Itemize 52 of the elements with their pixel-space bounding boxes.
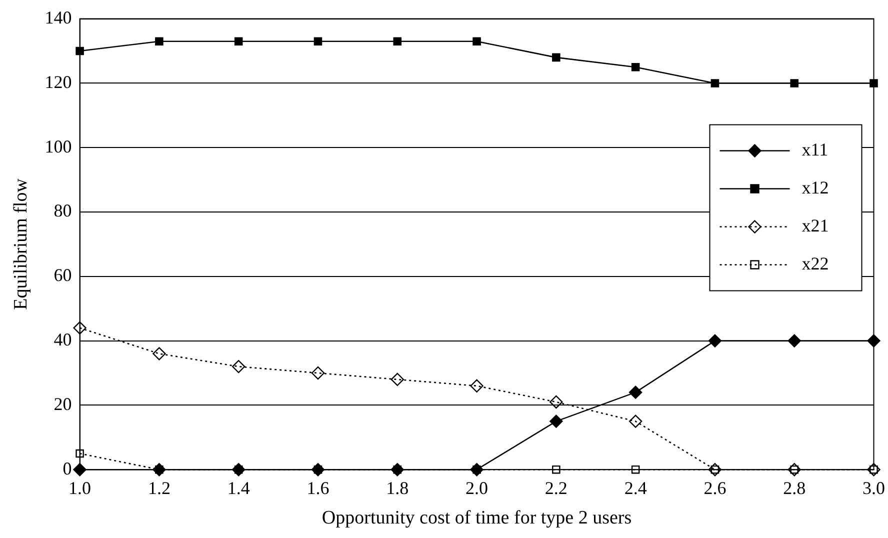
point: [152, 347, 166, 360]
point: [73, 321, 86, 335]
x-tick-label: 2.4: [624, 478, 647, 498]
x-tick-label: 1.4: [227, 478, 250, 498]
point: [710, 79, 720, 88]
y-tick-label: 0: [62, 458, 72, 478]
point: [631, 62, 640, 72]
point: [552, 53, 560, 62]
point: [870, 79, 878, 88]
y-tick-label: 80: [54, 200, 72, 221]
y-tick-label: 60: [54, 265, 72, 286]
y-axis-title: Equilibrium flow: [10, 178, 32, 310]
point: [550, 395, 563, 409]
point: [393, 37, 402, 46]
point: [552, 465, 560, 474]
legend-label: x12: [802, 177, 829, 198]
legend-label: x11: [802, 139, 828, 160]
point: [867, 463, 880, 476]
x-tick-label: 1.8: [386, 478, 409, 498]
x-tick-label: 2.8: [783, 478, 806, 498]
y-tick-label: 40: [54, 330, 72, 350]
point: [628, 386, 642, 399]
point: [155, 37, 164, 46]
point: [550, 414, 563, 428]
y-tick-label: 100: [44, 136, 72, 156]
point: [472, 37, 481, 46]
x-tick-label: 1.6: [306, 478, 330, 498]
x-tick-label: 2.0: [466, 478, 488, 498]
point: [631, 465, 640, 474]
point: [708, 334, 722, 348]
legend-label: x22: [802, 253, 829, 274]
x-axis-title: Opportunity cost of time for type 2 users: [322, 508, 632, 529]
point: [314, 37, 322, 46]
y-tick-label: 120: [44, 72, 72, 92]
point: [390, 372, 404, 386]
x-tick-label: 2.6: [704, 478, 726, 498]
point: [628, 414, 642, 428]
legend-label: x21: [802, 215, 829, 236]
x-tick-label: 1.0: [68, 478, 92, 498]
point: [76, 46, 84, 56]
x-tick-label: 1.2: [148, 478, 170, 498]
point: [76, 449, 84, 458]
x-tick-label: 3.0: [862, 478, 885, 498]
point: [788, 334, 801, 348]
point: [790, 79, 798, 88]
point: [311, 366, 325, 380]
point: [234, 37, 243, 46]
point: [470, 379, 484, 392]
y-tick-label: 20: [54, 394, 72, 414]
point: [232, 360, 246, 374]
y-tick-label: 140: [44, 8, 72, 28]
x-tick-label: 2.2: [544, 478, 568, 498]
